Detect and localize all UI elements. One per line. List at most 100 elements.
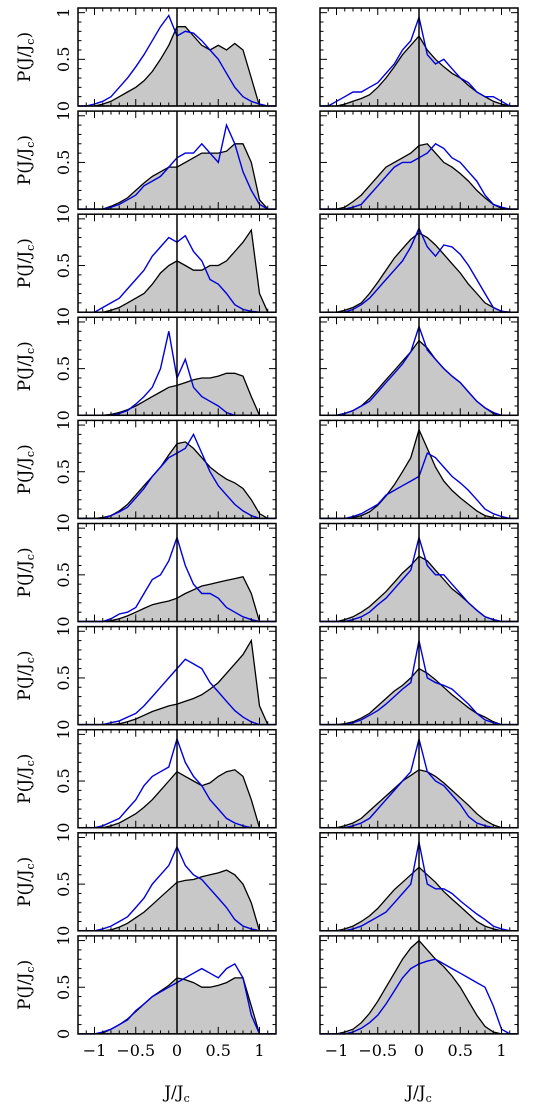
y-axis-title-close: ) [15, 444, 35, 451]
y-tick-label: 1 [54, 626, 73, 636]
panel-r9-c1 [77, 832, 277, 932]
y-axis-title-subscript: c [24, 39, 37, 45]
panel-r3-c1 [77, 213, 277, 313]
y-tick-label: 1 [54, 523, 73, 533]
y-axis-title-close: ) [15, 754, 35, 761]
x-axis-title-main: J/J [404, 1083, 426, 1103]
x-tick-label: −0.5 [116, 1041, 155, 1060]
y-axis-title: P(J/Jc) [15, 754, 37, 804]
y-axis-title-subscript: c [24, 657, 37, 663]
panel-r7-c2 [319, 625, 519, 726]
y-axis-title-main: P(J/J [15, 560, 35, 598]
x-axis-title-subscript: c [184, 1092, 190, 1105]
y-tick-label: 0 [54, 823, 73, 833]
x-tick-label: 0.5 [206, 1041, 231, 1060]
y-tick-label: 0.5 [54, 253, 73, 278]
y-axis-title: P(J/Jc) [15, 960, 37, 1010]
y-axis-title: P(J/Jc) [15, 32, 37, 82]
panel-r10-c1 [77, 935, 277, 1035]
panel-r8-c1 [77, 728, 277, 829]
y-tick-label: 0 [54, 1029, 73, 1039]
y-tick-label: 0.5 [54, 150, 73, 175]
x-axis-title-subscript: c [426, 1092, 432, 1105]
y-tick-label: 0 [54, 720, 73, 730]
y-axis-title: P(J/Jc) [15, 135, 37, 185]
y-axis-title-main: P(J/J [15, 972, 35, 1010]
y-axis-title-main: P(J/J [15, 354, 35, 392]
y-tick-label: 1 [54, 832, 73, 842]
y-axis-title-main: P(J/J [15, 457, 35, 495]
panel-r10-c2 [319, 935, 519, 1035]
panel-r1-c2 [319, 7, 519, 107]
panel-r4-c1 [77, 316, 277, 417]
panel-r7-c1 [77, 625, 277, 726]
x-axis-title-main: J/J [162, 1083, 184, 1103]
y-tick-label: 0 [54, 204, 73, 214]
panel-r2-c1 [77, 110, 277, 210]
y-tick-label: 0.5 [54, 459, 73, 484]
panel-r3-c2 [319, 213, 519, 313]
y-tick-label: 0.5 [54, 356, 73, 381]
y-tick-label: 0.5 [54, 975, 73, 1000]
y-axis-title-subscript: c [24, 554, 37, 560]
y-axis-title: P(J/Jc) [15, 547, 37, 597]
y-axis-title-subscript: c [24, 966, 37, 972]
x-tick-label: 0 [172, 1041, 182, 1060]
y-tick-label: 1 [54, 935, 73, 945]
y-tick-label: 0 [54, 513, 73, 523]
y-axis-title: P(J/Jc) [15, 857, 37, 907]
y-axis-title: P(J/Jc) [15, 341, 37, 391]
x-tick-label: 0.5 [448, 1041, 473, 1060]
y-tick-label: 0.5 [54, 562, 73, 587]
x-tick-label: 1 [496, 1041, 506, 1060]
y-axis-title-main: P(J/J [15, 663, 35, 701]
y-tick-label: 0.5 [54, 665, 73, 690]
panel-r8-c2 [319, 728, 519, 829]
y-tick-label: 1 [54, 8, 73, 18]
y-axis-title-subscript: c [24, 451, 37, 457]
y-axis-title-subscript: c [24, 760, 37, 766]
y-tick-label: 1 [54, 317, 73, 327]
x-axis-title: J/Jc [404, 1083, 432, 1105]
y-axis-title-close: ) [15, 135, 35, 142]
y-axis-title-close: ) [15, 547, 35, 554]
panel-r6-c1 [77, 522, 277, 623]
y-axis-title-main: P(J/J [15, 148, 35, 186]
y-axis-title-subscript: c [24, 245, 37, 251]
y-axis-title-subscript: c [24, 863, 37, 869]
x-axis-title: J/Jc [162, 1083, 190, 1105]
panel-r1-c1 [77, 7, 277, 107]
panel-r2-c2 [319, 110, 519, 210]
y-axis-title-close: ) [15, 857, 35, 864]
x-tick-label: 1 [254, 1041, 264, 1060]
panel-r4-c2 [319, 316, 519, 417]
y-axis-title-main: P(J/J [15, 251, 35, 289]
y-tick-label: 0.5 [54, 871, 73, 896]
y-axis-title: P(J/Jc) [15, 238, 37, 288]
y-tick-label: 0 [54, 926, 73, 936]
y-tick-label: 1 [54, 729, 73, 739]
x-tick-label: 0 [414, 1041, 424, 1060]
y-axis-title-close: ) [15, 650, 35, 657]
panel-r5-c2 [319, 419, 519, 520]
y-tick-label: 1 [54, 111, 73, 121]
x-tick-label: −1 [83, 1041, 107, 1060]
y-axis-title-close: ) [15, 32, 35, 39]
y-axis-title-close: ) [15, 341, 35, 348]
y-axis-title-close: ) [15, 960, 35, 967]
panel-r6-c2 [319, 522, 519, 623]
y-axis-title-subscript: c [24, 348, 37, 354]
y-tick-label: 0.5 [54, 47, 73, 72]
panels-layer [77, 7, 519, 1035]
labels-layer: 00.51P(J/Jc)00.51P(J/Jc)00.51P(J/Jc)00.5… [15, 8, 507, 1105]
y-tick-label: 1 [54, 420, 73, 430]
y-tick-label: 0 [54, 307, 73, 317]
y-axis-title-main: P(J/J [15, 766, 35, 804]
panel-r9-c2 [319, 832, 519, 932]
y-tick-label: 0 [54, 101, 73, 111]
panel-r5-c1 [77, 419, 277, 520]
y-axis-title: P(J/Jc) [15, 650, 37, 700]
y-axis-title-main: P(J/J [15, 45, 35, 83]
y-axis-title-main: P(J/J [15, 869, 35, 907]
